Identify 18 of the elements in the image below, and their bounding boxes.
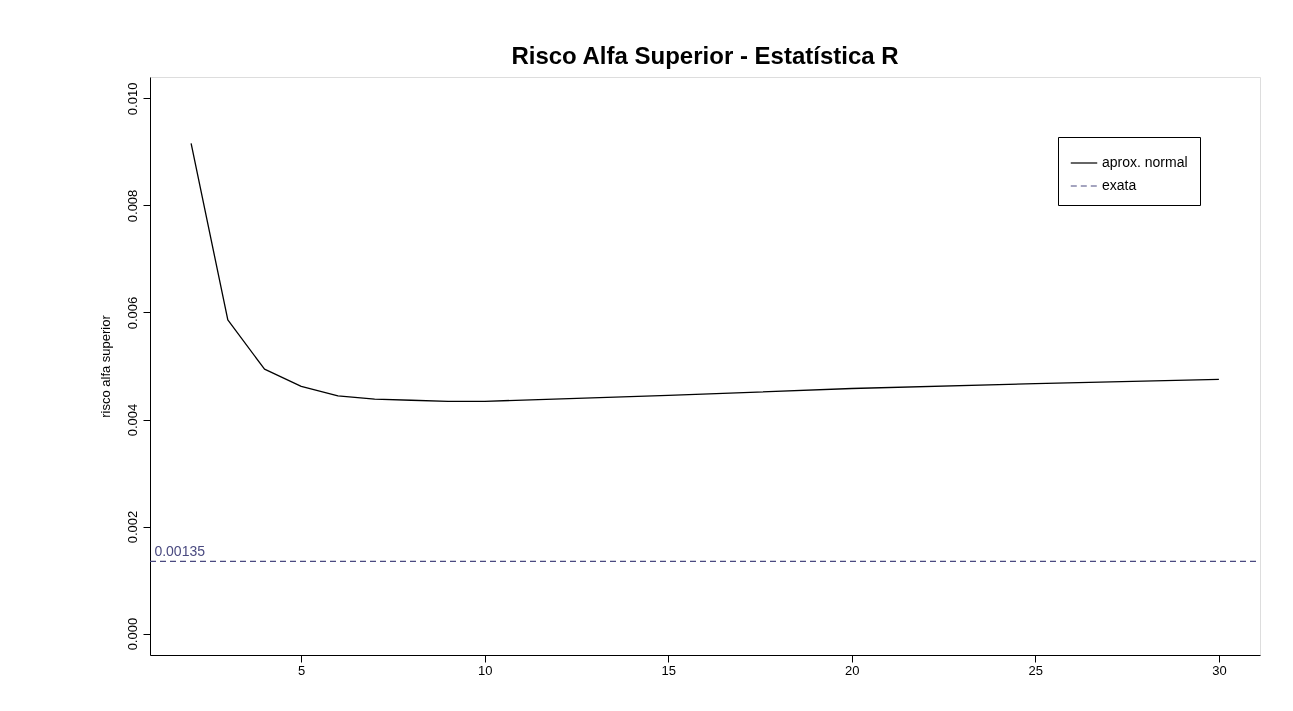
y-tick-label: 0.004 (124, 403, 140, 437)
chart-title: Risco Alfa Superior - Estatística R (511, 42, 899, 69)
y-tick-label: 0.006 (124, 296, 140, 330)
x-tick-label: 20 (845, 662, 860, 678)
annotation: 0.00135 (154, 543, 206, 560)
y-tick-label: 0.010 (124, 82, 140, 116)
y-tick-label: 0.002 (124, 510, 140, 544)
x-tick-label: 5 (298, 662, 306, 678)
x-tick-label: 10 (478, 662, 493, 678)
legend-label: aprox. normal (1102, 154, 1188, 170)
y-tick-label: 0.000 (124, 617, 140, 651)
line-series (190, 142, 1220, 402)
x-tick-label: 25 (1028, 662, 1044, 678)
x-tick-label: 15 (661, 662, 677, 678)
y-axis-title: risco alfa superior (97, 314, 113, 418)
legend-label: exata (1102, 177, 1137, 193)
y-tick-label: 0.008 (124, 189, 140, 223)
x-tick-label: 30 (1212, 662, 1227, 678)
